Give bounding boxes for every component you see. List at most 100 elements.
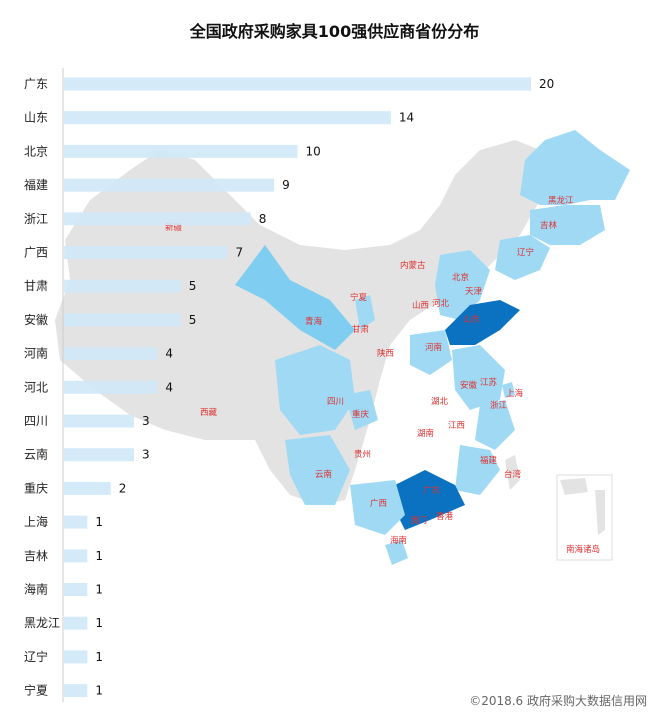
map-region-jilin <box>530 205 605 245</box>
bar <box>64 650 88 664</box>
map-region-zhejiang <box>475 400 515 450</box>
map-province-label: 安徽 <box>460 380 478 391</box>
map-province-label: 山西 <box>412 300 429 311</box>
category-label: 广东 <box>24 77 48 91</box>
value-label: 20 <box>539 77 554 91</box>
category-label: 山东 <box>24 111 48 125</box>
map-province-label: 黑龙江 <box>548 195 574 206</box>
map-province-label: 西藏 <box>200 407 218 418</box>
value-label: 2 <box>119 481 127 495</box>
map-province-label: 吉林 <box>540 220 558 231</box>
map-province-label: 福建 <box>480 455 498 466</box>
value-label: 3 <box>142 414 150 428</box>
bar <box>64 246 228 259</box>
chart-title: 全国政府采购家具100强供应商省份分布 <box>189 22 480 41</box>
map-province-label: 辽宁 <box>517 247 534 258</box>
value-label: 5 <box>189 313 197 327</box>
category-label: 四川 <box>24 414 48 428</box>
map-region-liaoning <box>495 235 550 280</box>
map-region-taiwan <box>505 455 520 490</box>
category-label: 浙江 <box>24 212 48 226</box>
bar <box>64 448 135 462</box>
value-label: 1 <box>95 650 103 664</box>
value-label: 4 <box>165 347 173 361</box>
map-province-label: 贵州 <box>354 449 371 460</box>
bar <box>64 77 531 91</box>
value-label: 5 <box>189 279 197 293</box>
value-label: 4 <box>165 380 173 394</box>
map-province-label: 重庆 <box>352 409 370 420</box>
map-province-label: 宁夏 <box>350 292 368 303</box>
bar <box>64 347 158 361</box>
category-label: 辽宁 <box>24 649 48 664</box>
category-label: 甘肃 <box>24 279 48 293</box>
category-label: 云南 <box>24 447 48 462</box>
map-province-label: 新疆 <box>165 222 183 233</box>
category-label: 北京 <box>24 144 48 158</box>
map-region-yunnan <box>285 435 350 505</box>
map-province-label: 广西 <box>370 498 387 509</box>
map-region-guangxi <box>350 480 405 535</box>
map-province-label: 陕西 <box>377 348 394 359</box>
value-label: 1 <box>95 583 103 597</box>
category-label: 河北 <box>24 380 48 394</box>
bar <box>64 616 88 630</box>
map-province-label: 内蒙古 <box>400 260 426 271</box>
map-region-sichuan <box>275 345 355 435</box>
map-region-shandong <box>445 300 520 345</box>
bar <box>64 313 181 327</box>
map-region-ningxia <box>355 295 375 330</box>
map-province-label: 河北 <box>432 298 450 309</box>
value-label: 9 <box>282 178 290 192</box>
bar <box>64 515 88 529</box>
map-region-hainan <box>385 540 408 565</box>
map-province-label: 江苏 <box>480 377 498 388</box>
map-province-label: 山东 <box>463 314 480 325</box>
map-region-anhui-jiangsu <box>452 345 505 410</box>
value-label: 1 <box>95 684 103 698</box>
category-label: 海南 <box>24 582 48 597</box>
bar <box>64 481 111 495</box>
value-label: 1 <box>95 549 103 563</box>
category-label: 吉林 <box>24 549 48 563</box>
category-label: 重庆 <box>24 481 48 495</box>
map-province-label: 天津 <box>465 286 483 297</box>
credit: ©2018.6 政府采购大数据信用网 <box>469 694 647 708</box>
bar <box>64 212 251 226</box>
map-region-guangdong <box>395 470 465 530</box>
value-label: 14 <box>399 111 414 125</box>
map-region-shanghai <box>502 382 515 398</box>
map-province-label: 河南 <box>425 342 442 353</box>
map-province-label: 江西 <box>448 421 465 431</box>
map-province-label: 香港 <box>436 511 454 522</box>
category-label: 广西 <box>24 246 48 260</box>
south-china-sea-islands <box>560 478 605 535</box>
map-province-label: 云南 <box>315 469 332 480</box>
bar <box>64 684 88 698</box>
map-province-label: 上海 <box>506 388 524 399</box>
map-province-label: 浙江 <box>490 400 508 411</box>
map-province-label: 北京 <box>452 272 469 283</box>
map-province-label: 台湾 <box>504 469 522 480</box>
category-label: 黑龙江 <box>24 616 60 630</box>
bar <box>64 178 275 192</box>
value-label: 8 <box>259 212 267 226</box>
bar <box>64 583 88 596</box>
map-province-label: 南海诸岛 <box>566 544 600 555</box>
category-label: 上海 <box>24 514 48 529</box>
map-province-label: 湖北 <box>431 397 449 407</box>
map-region-henan <box>410 330 452 375</box>
category-label: 宁夏 <box>24 683 48 698</box>
bar <box>64 380 158 394</box>
map-region-fujian <box>455 445 500 495</box>
value-label: 1 <box>95 616 103 630</box>
map-province-label: 青海 <box>305 316 323 327</box>
map-region-chongqing <box>345 390 378 430</box>
map-region-gansu <box>235 245 355 350</box>
value-label: 1 <box>95 515 103 529</box>
category-label: 福建 <box>24 177 48 192</box>
bar <box>64 279 181 293</box>
